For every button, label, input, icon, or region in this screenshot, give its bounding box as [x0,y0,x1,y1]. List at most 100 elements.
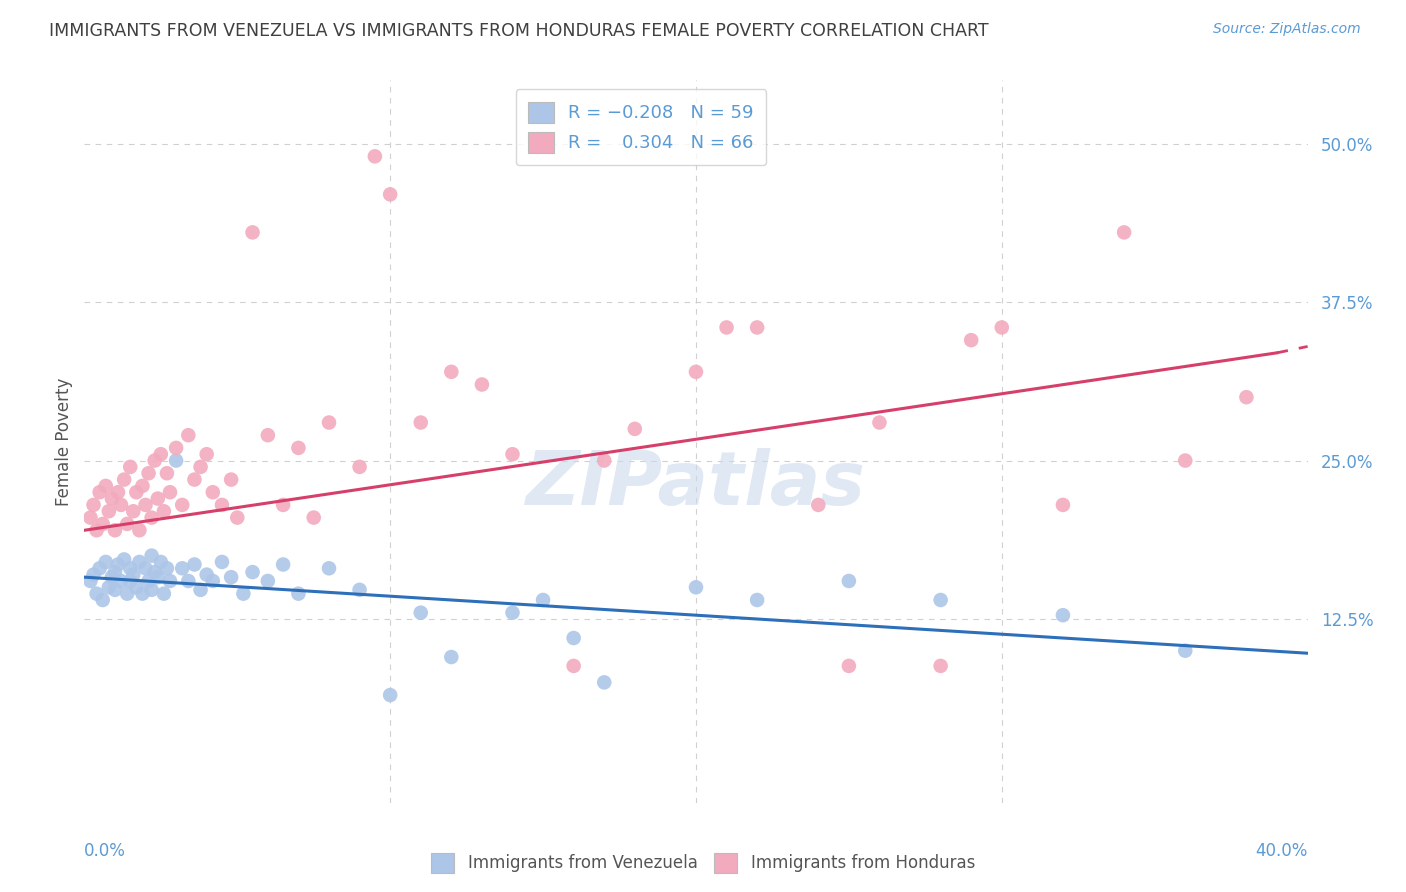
Point [1052,498,1074,512]
Point [271,498,294,512]
Point [531,593,554,607]
Point [302,510,325,524]
Point [502,606,524,620]
Point [143,565,166,579]
Point [110,574,132,588]
Point [190,459,212,474]
Point [112,473,135,487]
Point [146,570,169,584]
Point [125,485,148,500]
Point [838,659,860,673]
Point [86,587,108,601]
Point [135,498,157,512]
Point [211,498,233,512]
Point [1114,226,1136,240]
Point [869,416,891,430]
Point [242,565,264,579]
Point [122,567,145,582]
Point [89,485,111,500]
Point [502,447,524,461]
Point [190,582,212,597]
Legend: R = −0.208   N = 59, R =    0.304   N = 66: R = −0.208 N = 59, R = 0.304 N = 66 [516,89,766,165]
Point [101,491,124,506]
Point [107,485,129,500]
Point [156,467,179,481]
Point [120,561,142,575]
Point [593,453,616,467]
Point [219,473,242,487]
Point [1174,643,1197,657]
Point [172,498,194,512]
Point [94,555,117,569]
Point [86,523,108,537]
Point [257,574,280,588]
Point [1236,390,1258,404]
Point [149,447,172,461]
Point [89,561,111,575]
Point [257,428,280,442]
Point [929,659,952,673]
Point [201,485,224,500]
Point [226,510,249,524]
Point [122,504,145,518]
Point [79,574,101,588]
Text: IMMIGRANTS FROM VENEZUELA VS IMMIGRANTS FROM HONDURAS FEMALE POVERTY CORRELATION: IMMIGRANTS FROM VENEZUELA VS IMMIGRANTS … [49,22,988,40]
Legend: Immigrants from Venezuela, Immigrants from Honduras: Immigrants from Venezuela, Immigrants fr… [425,847,981,880]
Point [131,479,153,493]
Point [364,149,387,163]
Point [115,587,138,601]
Point [83,567,105,582]
Point [141,549,163,563]
Text: ZIPatlas: ZIPatlas [526,449,866,522]
Point [685,580,707,594]
Point [91,516,114,531]
Point [97,580,120,594]
Point [165,441,187,455]
Point [624,422,647,436]
Point [716,320,738,334]
Point [131,587,153,601]
Point [287,441,309,455]
Text: 0.0%: 0.0% [84,842,127,860]
Text: Source: ZipAtlas.com: Source: ZipAtlas.com [1213,22,1361,37]
Point [138,467,160,481]
Point [97,504,120,518]
Point [110,498,132,512]
Point [991,320,1014,334]
Point [94,479,117,493]
Point [409,416,432,430]
Point [318,561,340,575]
Point [120,574,142,588]
Point [960,333,983,347]
Y-axis label: Female Poverty: Female Poverty [55,377,73,506]
Point [195,447,218,461]
Point [153,504,176,518]
Point [107,558,129,572]
Point [349,459,371,474]
Point [83,498,105,512]
Point [128,523,150,537]
Point [747,593,769,607]
Point [104,565,127,579]
Point [562,631,585,645]
Point [562,659,585,673]
Point [159,574,181,588]
Point [219,570,242,584]
Point [195,567,218,582]
Point [172,561,194,575]
Point [201,574,224,588]
Point [149,555,172,569]
Point [409,606,432,620]
Point [287,587,309,601]
Point [104,582,127,597]
Point [177,574,200,588]
Point [153,587,176,601]
Point [838,574,860,588]
Point [138,574,160,588]
Point [146,491,169,506]
Point [685,365,707,379]
Point [115,516,138,531]
Point [747,320,769,334]
Point [156,561,179,575]
Point [183,558,205,572]
